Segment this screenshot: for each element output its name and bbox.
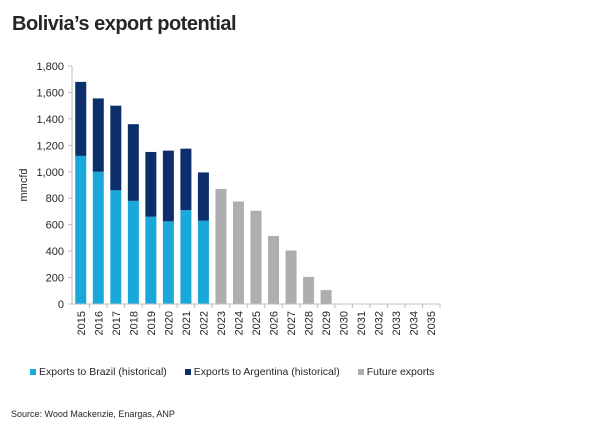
bar-brazil — [180, 210, 192, 304]
x-tick-label: 2016 — [93, 311, 105, 335]
legend-swatch-brazil — [30, 369, 36, 375]
x-tick-label: 2023 — [216, 311, 228, 335]
source-note: Source: Wood Mackenzie, Enargas, ANP — [11, 409, 175, 419]
bar-future — [303, 276, 315, 304]
bar-argentina — [180, 148, 192, 211]
legend-item-argentina: Exports to Argentina (historical) — [184, 366, 340, 378]
x-tick-label: 2015 — [76, 311, 88, 335]
legend-label-brazil: Exports to Brazil (historical) — [39, 366, 167, 378]
x-tick-label: 2026 — [269, 311, 281, 335]
x-tick-label: 2018 — [128, 311, 140, 335]
bar-future — [285, 250, 297, 304]
y-tick-label: 1,200 — [36, 140, 64, 152]
y-tick-label: 800 — [46, 193, 64, 205]
chart-title: Bolivia’s export potential — [12, 13, 237, 35]
bar-brazil — [197, 220, 209, 304]
x-tick-label: 2020 — [163, 311, 175, 335]
y-tick-label: 1,800 — [36, 61, 64, 73]
x-tick-label: 2017 — [111, 311, 123, 335]
x-tick-label: 2027 — [286, 311, 298, 335]
bar-future — [215, 188, 227, 304]
bar-future — [232, 201, 244, 304]
bar-future — [320, 290, 332, 304]
x-tick-label: 2032 — [374, 311, 386, 335]
x-tick-label: 2021 — [181, 311, 193, 335]
x-tick-label: 2019 — [146, 311, 158, 335]
y-tick-label: 600 — [46, 220, 64, 232]
legend-item-brazil: Exports to Brazil (historical) — [30, 366, 167, 378]
y-tick-label: 1,000 — [36, 167, 64, 179]
bar-argentina — [92, 98, 104, 172]
y-axis-label: mmcfd — [18, 169, 30, 202]
bar-brazil — [127, 200, 139, 304]
y-tick-label: 0 — [58, 299, 64, 311]
y-tick-label: 200 — [46, 273, 64, 285]
bar-future — [250, 210, 262, 304]
x-tick-label: 2022 — [198, 311, 210, 335]
x-tick-label: 2030 — [339, 311, 351, 335]
x-tick-label: 2025 — [251, 311, 263, 335]
bar-argentina — [127, 124, 139, 201]
bar-argentina — [197, 172, 209, 221]
x-tick-label: 2031 — [356, 311, 368, 335]
x-tick-label: 2029 — [321, 311, 333, 335]
x-tick-label: 2024 — [233, 311, 245, 335]
legend-label-future: Future exports — [366, 366, 435, 378]
bar-argentina — [110, 105, 122, 191]
bar-future — [268, 235, 280, 304]
bar-argentina — [75, 81, 87, 156]
legend-swatch-future — [357, 369, 364, 375]
legend-label-argentina: Exports to Argentina (historical) — [193, 366, 340, 378]
bar-brazil — [145, 216, 157, 304]
legend-item-future: Future exports — [357, 366, 435, 378]
bar-brazil — [92, 171, 104, 304]
y-tick-label: 1,600 — [36, 87, 64, 99]
x-tick-label: 2035 — [426, 311, 438, 335]
bar-brazil — [75, 155, 87, 304]
bar-argentina — [162, 150, 174, 222]
y-tick-label: 400 — [46, 246, 64, 258]
bar-brazil — [162, 221, 174, 304]
x-tick-label: 2028 — [304, 311, 316, 335]
y-tick-label: 1,400 — [36, 114, 64, 126]
bar-chart: 0 200 400 600 800 1,000 1,200 1,400 1,600 1,800 mm… — [18, 61, 441, 335]
bar-argentina — [145, 151, 157, 217]
x-tick-label: 2034 — [409, 311, 421, 335]
legend-swatch-argentina — [184, 369, 191, 375]
chart-legend: Exports to Brazil (historical) Exports t… — [30, 366, 452, 378]
bar-brazil — [110, 190, 122, 304]
x-tick-label: 2033 — [391, 311, 403, 335]
